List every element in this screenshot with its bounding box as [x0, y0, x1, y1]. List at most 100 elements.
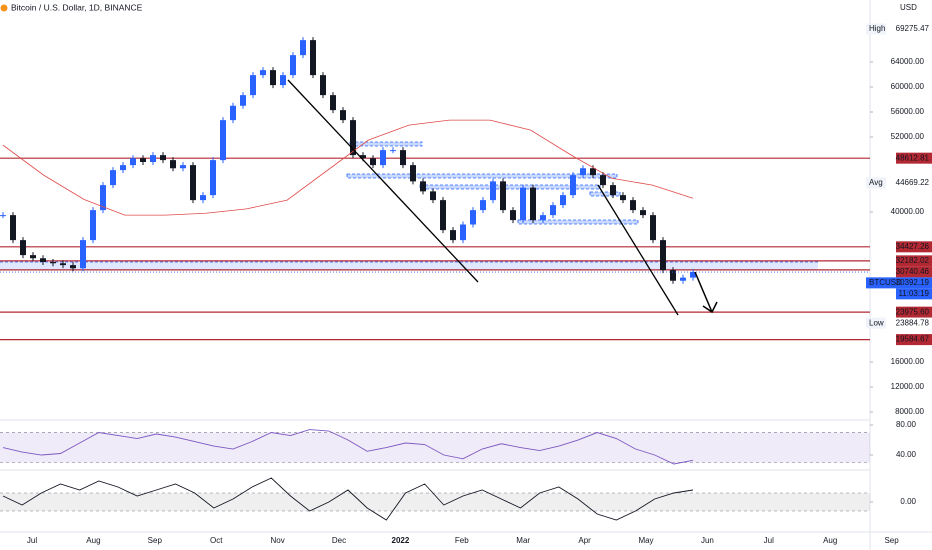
price-label: 44669.22 — [896, 178, 930, 187]
price-label-box — [896, 152, 932, 164]
zone — [0, 262, 818, 270]
candle — [170, 160, 176, 169]
drawing-box — [346, 173, 618, 179]
candle — [690, 272, 696, 278]
countdown-box — [896, 288, 932, 300]
y-tick-label: 8000.00 — [895, 407, 924, 416]
candle — [260, 70, 266, 76]
candle — [180, 165, 186, 169]
price-tag-box — [866, 177, 886, 189]
candle — [620, 195, 626, 201]
price-tag-box — [866, 277, 896, 289]
candle — [490, 181, 496, 201]
price-label-box — [896, 241, 932, 253]
candle — [60, 263, 66, 266]
rsi-band — [0, 432, 870, 463]
y-tick-label: 16000.00 — [891, 357, 925, 366]
rsi-tick-label: 40.00 — [896, 450, 917, 459]
price-tag: Avg — [869, 178, 883, 187]
candle — [70, 265, 76, 269]
price-label: 19584.67 — [896, 335, 930, 344]
candle — [600, 175, 606, 186]
candle — [330, 95, 336, 111]
arrow — [694, 271, 713, 313]
moving-average — [2, 119, 694, 216]
osc-tick-label: 0.00 — [900, 497, 916, 506]
candle — [150, 155, 156, 162]
candle — [520, 187, 526, 221]
price-label-box — [896, 306, 932, 318]
candle — [130, 158, 136, 166]
candle — [450, 230, 456, 241]
trend-line — [597, 184, 679, 316]
candle — [650, 215, 656, 241]
x-tick-label: Aug — [823, 536, 837, 545]
x-tick-label: Jun — [701, 536, 714, 545]
y-tick-label: 60000.00 — [891, 82, 925, 91]
price-label: 30392.19 — [896, 278, 930, 287]
candle — [590, 168, 596, 176]
x-tick-label: Feb — [455, 536, 469, 545]
rsi-line — [2, 429, 694, 465]
candle — [250, 75, 256, 96]
price-tag: High — [869, 24, 885, 33]
x-tick-label: Mar — [516, 536, 530, 545]
countdown: 11:03:19 — [898, 289, 929, 298]
candle — [190, 165, 196, 201]
osc-line — [2, 477, 694, 521]
candle — [510, 210, 516, 221]
price-label: 69275.47 — [896, 24, 930, 33]
x-tick-label: Sep — [884, 536, 899, 545]
candle — [160, 155, 166, 161]
candle — [50, 262, 56, 264]
x-tick-label: Jul — [764, 536, 774, 545]
y-tick-label: 56000.00 — [891, 107, 925, 116]
candle — [560, 195, 566, 206]
candle — [380, 150, 386, 166]
candle — [340, 110, 346, 121]
candle — [240, 95, 246, 106]
candle — [610, 185, 616, 196]
candle — [120, 165, 126, 171]
candle — [390, 150, 396, 152]
candle — [670, 270, 676, 281]
price-label: 30740.46 — [896, 267, 930, 276]
candle — [500, 181, 506, 211]
candle — [220, 120, 226, 161]
x-tick-label: Sep — [148, 536, 163, 545]
candle — [300, 40, 306, 56]
candle — [0, 215, 6, 217]
price-label-box — [896, 177, 932, 189]
candle — [40, 258, 46, 262]
candle — [270, 70, 276, 86]
price-label-box — [896, 334, 932, 346]
candle — [470, 210, 476, 225]
candle — [280, 75, 286, 86]
symbol-icon — [0, 4, 8, 12]
candle — [100, 185, 106, 211]
candle — [430, 191, 436, 201]
candle — [30, 255, 36, 259]
candle — [20, 240, 26, 256]
y-tick-label: 12000.00 — [891, 382, 925, 391]
y-tick-label: 64000.00 — [891, 57, 925, 66]
candle — [420, 181, 426, 192]
x-tick-label: Apr — [578, 536, 591, 545]
candle — [110, 170, 116, 186]
candle — [400, 150, 406, 166]
candle — [440, 200, 446, 231]
rsi-tick-label: 80.00 — [896, 420, 917, 429]
price-tag: BTCUSD — [869, 278, 902, 287]
candle — [10, 215, 16, 241]
candle — [370, 158, 376, 166]
price-tag-box — [866, 317, 886, 329]
x-tick-label: Nov — [270, 536, 284, 545]
candle — [530, 187, 536, 221]
x-tick-label: 2022 — [392, 536, 410, 545]
y-tick-label: 52000.00 — [891, 132, 925, 141]
candle — [480, 200, 486, 211]
arrow-head — [702, 301, 718, 314]
currency: USD — [900, 3, 917, 12]
